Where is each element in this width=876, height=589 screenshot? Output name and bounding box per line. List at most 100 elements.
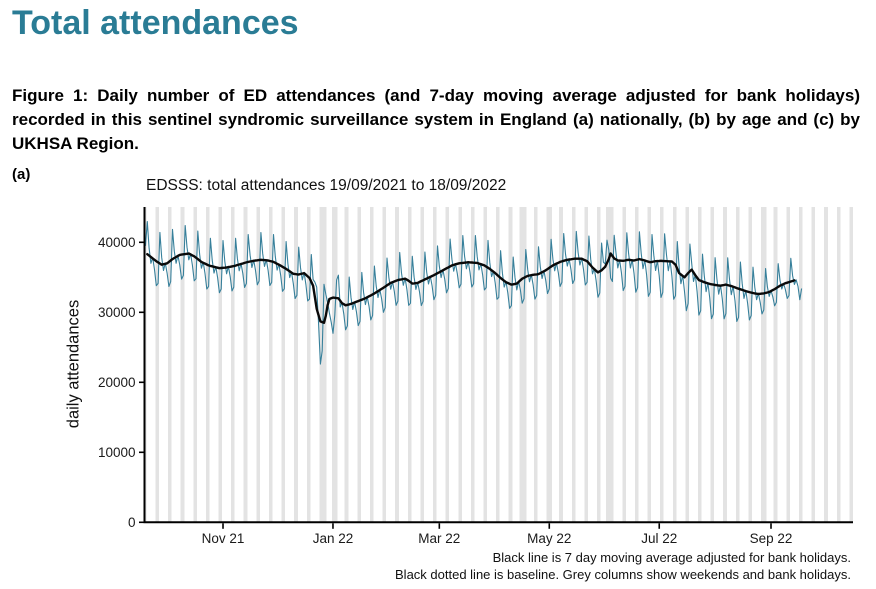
weekend-column <box>798 207 801 523</box>
y-tick-label: 30000 <box>98 305 136 320</box>
weekend-column <box>586 207 588 523</box>
weekend-column <box>649 207 652 523</box>
weekend-column <box>723 207 725 523</box>
y-tick-label: 0 <box>128 515 136 530</box>
weekend-column <box>624 207 626 523</box>
weekend-column <box>270 207 273 523</box>
weekend-column <box>324 207 327 523</box>
weekend-column <box>395 207 397 523</box>
weekend-column <box>344 207 347 523</box>
figure-caption: Figure 1: Daily number of ED attendances… <box>12 86 860 153</box>
weekend-column <box>636 207 639 523</box>
weekend-column <box>510 207 513 523</box>
weekend-column <box>447 207 450 523</box>
weekend-column <box>836 207 839 523</box>
weekend-column <box>811 207 814 523</box>
x-tick-label: Mar 22 <box>418 531 460 546</box>
weekend-column <box>496 207 498 523</box>
weekend-column <box>546 207 549 523</box>
weekend-column <box>622 207 625 523</box>
y-tick-label: 20000 <box>98 375 136 390</box>
weekend-column <box>283 207 286 523</box>
weekend-column <box>470 207 473 523</box>
moving-average-line <box>146 252 796 324</box>
weekend-column <box>433 207 435 523</box>
footnote-line-1: Black line is 7 day moving average adjus… <box>492 550 851 565</box>
weekend-column <box>220 207 223 523</box>
weekend-column <box>609 207 612 523</box>
weekend-column <box>534 207 536 523</box>
weekend-column <box>698 207 700 523</box>
weekend-column <box>231 207 233 523</box>
y-tick-label: 40000 <box>98 235 136 250</box>
weekend-column <box>813 207 816 523</box>
weekend-column <box>420 207 423 523</box>
page-title: Total attendances <box>12 4 299 42</box>
weekend-column <box>232 207 235 523</box>
weekend-column <box>687 207 689 523</box>
weekend-column <box>483 207 486 523</box>
weekend-column <box>548 207 551 523</box>
weekend-column <box>296 207 298 523</box>
chart-footnote: Black line is 7 day moving average adjus… <box>395 550 851 583</box>
chart-title: EDSSS: total attendances 19/09/2021 to 1… <box>146 177 507 194</box>
weekend-column <box>333 207 336 523</box>
weekend-column <box>409 207 412 523</box>
weekend-column <box>422 207 424 523</box>
weekend-column <box>258 207 260 523</box>
weekend-column <box>294 207 296 523</box>
weekend-column <box>497 207 500 523</box>
weekend-column <box>710 207 713 523</box>
x-tick-label: Nov 21 <box>202 531 245 546</box>
weekend-column <box>550 207 552 523</box>
weekend-column <box>519 207 522 523</box>
weekend-column <box>737 207 740 523</box>
weekend-column <box>750 207 753 523</box>
weekend-column <box>319 207 322 523</box>
weekend-column <box>205 207 208 523</box>
weekend-column <box>661 207 664 523</box>
weekend-column <box>735 207 738 523</box>
weekend-column <box>335 207 338 523</box>
weekend-column <box>571 207 574 523</box>
weekend-column <box>573 207 576 523</box>
weekend-column <box>773 207 776 523</box>
weekend-column <box>269 207 271 523</box>
weekend-column <box>849 207 852 523</box>
weekend-column <box>611 207 614 523</box>
weekend-column <box>786 207 789 523</box>
weekend-column <box>245 207 248 523</box>
weekend-column <box>193 207 196 523</box>
weekend-column <box>762 207 765 523</box>
weekend-column <box>561 207 563 523</box>
x-tick-label: Jul 22 <box>641 531 677 546</box>
x-tick-label: May 22 <box>527 531 571 546</box>
weekend-column <box>407 207 410 523</box>
weekend-column <box>207 207 210 523</box>
weekend-column <box>674 207 677 523</box>
weekend-column <box>445 207 448 523</box>
weekend-column <box>458 207 461 523</box>
weekend-column <box>180 207 183 523</box>
y-tick-label: 10000 <box>98 445 136 460</box>
weekend-column <box>607 207 610 523</box>
weekend-column <box>256 207 259 523</box>
weekend-column <box>371 207 374 523</box>
weekend-column <box>712 207 715 523</box>
weekend-column <box>321 207 324 523</box>
weekend-column <box>606 207 608 523</box>
weekend-column <box>748 207 751 523</box>
weekend-column <box>369 207 372 523</box>
weekend-column <box>800 207 803 523</box>
weekend-column <box>647 207 650 523</box>
x-tick-label: Jan 22 <box>313 531 354 546</box>
weekend-column <box>332 207 334 523</box>
weekend-column <box>218 207 221 523</box>
weekend-column <box>559 207 561 523</box>
weekend-column <box>761 207 763 523</box>
weekend-column <box>725 207 727 523</box>
weekend-column <box>155 207 158 523</box>
weekend-column <box>306 207 309 523</box>
weekend-column <box>168 207 170 523</box>
